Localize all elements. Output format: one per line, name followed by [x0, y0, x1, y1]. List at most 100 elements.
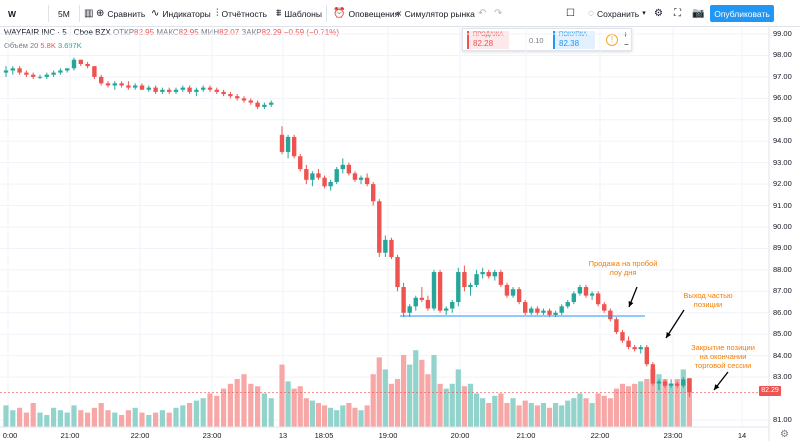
candle-body — [413, 297, 418, 307]
volume-bar — [207, 393, 213, 427]
volume-bar — [461, 386, 467, 427]
candle-body — [316, 173, 321, 178]
volume-bar — [214, 395, 220, 427]
legend-exchange: Cboe BZX — [73, 28, 111, 37]
price-tick: 87.00 — [773, 286, 792, 296]
time-tick: 22:00 — [590, 431, 610, 440]
volume-bar — [437, 383, 443, 427]
candle-body — [553, 312, 558, 315]
volume-bar — [686, 379, 692, 427]
volume-bar — [98, 403, 104, 427]
volume-bar — [71, 405, 77, 427]
candle-body — [614, 319, 619, 333]
price-tick: 85.00 — [773, 329, 792, 339]
sell-button[interactable]: ПРОДАЖА 82.28 — [467, 31, 509, 49]
volume-bar — [291, 388, 297, 427]
candle-body — [364, 177, 370, 185]
volume-bar — [255, 386, 261, 427]
price-tick: 96.00 — [773, 93, 792, 103]
candle-body — [44, 74, 49, 77]
templates-button[interactable]: ⩩ Шаблоны — [276, 7, 322, 19]
time-tick: 13 — [278, 431, 288, 440]
volume-bar — [656, 374, 662, 427]
alerts-button[interactable]: ⏰ Оповещения — [333, 7, 400, 19]
chart-settings-icon[interactable]: ⚙ — [780, 429, 789, 440]
candle-body — [279, 134, 285, 152]
volume-label: Объём 20 — [4, 41, 39, 50]
candle-body — [78, 59, 83, 65]
volume-bar — [486, 403, 492, 427]
save-button[interactable]: ◌ Сохранить ▾ — [588, 7, 646, 19]
volume-bar — [173, 407, 179, 427]
candle-body — [173, 89, 179, 92]
symbol-search[interactable]: W — [8, 8, 17, 19]
price-tick: 88.00 — [773, 264, 792, 274]
bar-style-button[interactable]: ▥ — [84, 0, 93, 27]
time-tick: 21:00 — [516, 431, 536, 440]
fullscreen-button[interactable]: ⛶ — [674, 0, 681, 27]
volume-bar — [455, 369, 461, 427]
annotation-arrows — [628, 286, 729, 391]
candle-body — [401, 287, 406, 313]
indicators-button[interactable]: ∿ Индикаторы — [151, 7, 211, 19]
annotation-exit-line2: позиции — [693, 300, 723, 309]
candle-body — [687, 378, 692, 393]
volume-bar — [358, 410, 364, 427]
volume-bar — [376, 357, 382, 427]
volume-bar — [522, 400, 528, 427]
volume-bar — [268, 398, 274, 427]
price-chart[interactable] — [0, 27, 800, 441]
candle-body — [462, 272, 467, 288]
volume-bar — [10, 410, 16, 427]
gear-icon: ⚙ — [654, 7, 663, 19]
volume-bar — [601, 395, 607, 427]
candle-body — [510, 289, 516, 296]
candle-body — [425, 299, 431, 309]
fullscreen-icon: ⛶ — [674, 7, 681, 19]
undo-button[interactable]: ↶ — [478, 0, 486, 27]
candle-body — [194, 89, 199, 92]
candle-body — [241, 98, 247, 101]
candle-style-icon: ▥ — [84, 7, 94, 19]
arrow-line — [665, 309, 685, 339]
redo-button[interactable]: ↷ — [494, 0, 502, 27]
volume-bar — [370, 374, 376, 427]
candle-body — [668, 383, 674, 386]
price-tick: 84.00 — [773, 350, 792, 360]
settings-button[interactable]: ⚙ — [654, 0, 663, 27]
candle-body — [235, 96, 240, 99]
replay-button[interactable]: «Симулятор рынка — [396, 7, 475, 19]
compare-button[interactable]: ⊕ Сравнить — [96, 7, 146, 19]
volume-bar — [431, 355, 437, 427]
candle-body — [126, 85, 131, 88]
candle-body — [377, 201, 382, 253]
volume-bar — [119, 415, 125, 427]
layout-button[interactable]: ☐ — [566, 0, 575, 27]
candle-body — [395, 257, 400, 288]
volume-bar — [498, 393, 504, 427]
snapshot-button[interactable]: 📷 — [692, 0, 704, 27]
volume-bar — [248, 383, 254, 427]
buy-button[interactable]: ПОКУПКА 82.38 — [553, 31, 595, 49]
candle-body — [358, 177, 364, 180]
candle-body — [480, 272, 485, 275]
candle-body — [269, 102, 274, 105]
price-tick: 99.00 — [773, 29, 792, 38]
interval-button[interactable]: 5M — [58, 8, 70, 19]
buy-label: ПОКУПКА — [559, 32, 588, 38]
volume-value: 5.8K — [40, 41, 56, 50]
candle-body — [541, 310, 546, 313]
time-tick: 21:00 — [60, 431, 80, 440]
close-value: 82.29 — [261, 28, 282, 37]
candle-body — [10, 68, 15, 71]
top-toolbar: W 5M ▥ ⊕ Сравнить ∿ Индикаторы ⫶ Отчётность… — [0, 0, 800, 27]
candle-body — [523, 302, 528, 313]
publish-button[interactable]: Опубликовать — [710, 5, 774, 22]
volume-bar — [662, 379, 668, 427]
time-tick: 23:00 — [202, 431, 222, 440]
volume-bar — [85, 412, 91, 427]
financials-button[interactable]: ⫶ Отчётность — [216, 7, 268, 19]
candle-body — [565, 302, 570, 307]
qty-minus-button[interactable]: − — [624, 40, 629, 49]
volume-bar — [139, 412, 145, 427]
